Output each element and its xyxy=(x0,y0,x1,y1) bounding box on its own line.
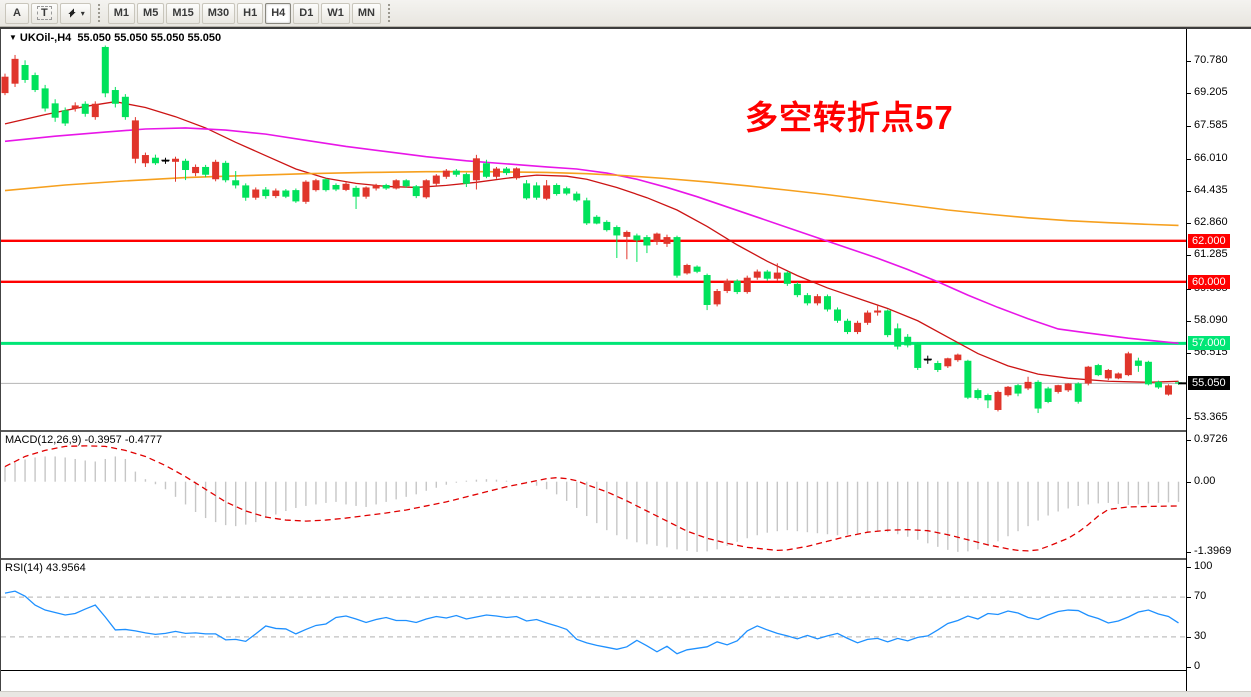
collapse-triangle-icon[interactable]: ▼ xyxy=(9,33,17,42)
chevron-down-icon: ▾ xyxy=(80,8,85,18)
text-tool-button[interactable]: T xyxy=(31,2,58,24)
rsi-indicator-pane[interactable] xyxy=(1,560,1187,670)
price-tick xyxy=(1187,93,1191,94)
price-tick xyxy=(1187,666,1191,668)
price-tick xyxy=(1187,636,1191,638)
timeframe-button-d1[interactable]: D1 xyxy=(293,2,320,24)
price-tick xyxy=(1187,417,1191,419)
price-tick-label: 61.285 xyxy=(1194,248,1228,261)
price-tick-label: 62.860 xyxy=(1194,216,1228,229)
timeframe-button-m30[interactable]: M30 xyxy=(201,2,236,24)
timeframe-button-mn[interactable]: MN xyxy=(351,2,381,24)
toolbar-separator xyxy=(0,27,1251,29)
pane-separator-2[interactable] xyxy=(1,558,1187,560)
price-tick-label: 0 xyxy=(1194,659,1201,672)
bottom-strip xyxy=(0,691,1251,697)
price-tick-label: 0.9726 xyxy=(1194,433,1228,445)
macd-signal-line xyxy=(4,445,1179,552)
macd-histogram xyxy=(4,456,1180,552)
price-tick xyxy=(1187,288,1191,290)
arrows-cursor-icon xyxy=(66,7,78,19)
time-axis-line xyxy=(1,670,1187,671)
timeframe-button-h1[interactable]: H1 xyxy=(237,2,264,24)
text-label-tool-button[interactable]: A xyxy=(5,2,29,24)
price-chart-pane[interactable] xyxy=(1,29,1187,430)
chart-title: ▼ UKOil-,H4 55.050 55.050 55.050 55.050 xyxy=(9,32,221,44)
timeframe-button-m15[interactable]: M15 xyxy=(166,2,200,24)
rsi-label: RSI(14) 43.9564 xyxy=(5,562,86,574)
price-tick xyxy=(1187,597,1191,599)
cursor-dropdown-button[interactable]: ▾ xyxy=(59,2,91,24)
timeframe-button-h4[interactable]: H4 xyxy=(265,2,292,24)
current-price-badge: 55.050 xyxy=(1188,376,1230,391)
price-tick-label: 66.010 xyxy=(1194,151,1228,164)
price-tick-label: 67.585 xyxy=(1194,119,1228,132)
price-axis[interactable]: 70.780 69.205 67.585 66.010 64.435 62.860 61.2… xyxy=(1186,29,1251,691)
chart-region: ▼ UKOil-,H4 55.050 55.050 55.050 55.050 M… xyxy=(0,29,1187,691)
timeframe-button-m5[interactable]: M5 xyxy=(137,2,165,24)
level-badge-60.000: 60.000 xyxy=(1188,274,1230,289)
toolbar-grip[interactable] xyxy=(97,4,101,22)
price-tick-label: 30 xyxy=(1194,629,1207,642)
timeframe-button-w1[interactable]: W1 xyxy=(321,2,350,24)
rsi-line xyxy=(4,590,1179,655)
price-tick xyxy=(1187,440,1191,441)
price-tick xyxy=(1187,158,1191,160)
price-tick xyxy=(1187,255,1191,257)
price-tick xyxy=(1187,567,1191,569)
macd-indicator-pane[interactable] xyxy=(1,432,1187,558)
price-tick xyxy=(1187,481,1191,483)
price-tick xyxy=(1187,320,1191,322)
toolbar: A T ▾ M1 M5 M15 M30 H1 H4 D1 W1 MN xyxy=(0,0,1251,27)
candles-layer xyxy=(1,45,1183,414)
toolbar-grip-2[interactable] xyxy=(387,4,391,22)
price-tick-label: 70 xyxy=(1194,590,1207,603)
price-tick-label: 64.435 xyxy=(1194,183,1228,196)
level-badge-57.000: 57.000 xyxy=(1188,336,1230,351)
price-tick xyxy=(1187,223,1191,225)
price-tick-label: 69.205 xyxy=(1194,86,1228,98)
price-tick xyxy=(1187,190,1191,192)
ma-mid-magenta xyxy=(4,127,1179,345)
price-tick xyxy=(1187,353,1191,355)
pane-separator-1[interactable] xyxy=(1,430,1187,432)
timeframe-button-m1[interactable]: M1 xyxy=(107,2,136,24)
price-tick-label: 58.090 xyxy=(1194,313,1228,326)
price-tick-label: 100 xyxy=(1194,560,1213,573)
price-tick xyxy=(1187,60,1191,62)
price-tick-label: 0.00 xyxy=(1194,474,1216,487)
price-tick xyxy=(1187,126,1191,128)
macd-label: MACD(12,26,9) -0.3957 -0.4777 xyxy=(5,434,163,446)
chart-symbol-ohlc: UKOil-,H4 55.050 55.050 55.050 55.050 xyxy=(19,32,222,44)
price-tick xyxy=(1187,552,1191,554)
price-tick-label: -1.3969 xyxy=(1194,545,1232,558)
level-badge-62.000: 62.000 xyxy=(1188,233,1230,248)
price-tick-label: 53.365 xyxy=(1194,410,1228,423)
text-tool-label: T xyxy=(37,6,52,20)
chart-annotation-text: 多空转折点57 xyxy=(745,99,954,136)
price-tick-label: 70.780 xyxy=(1194,53,1228,66)
ma-slow-orange xyxy=(4,170,1179,227)
ma-fast-red xyxy=(4,101,1179,383)
